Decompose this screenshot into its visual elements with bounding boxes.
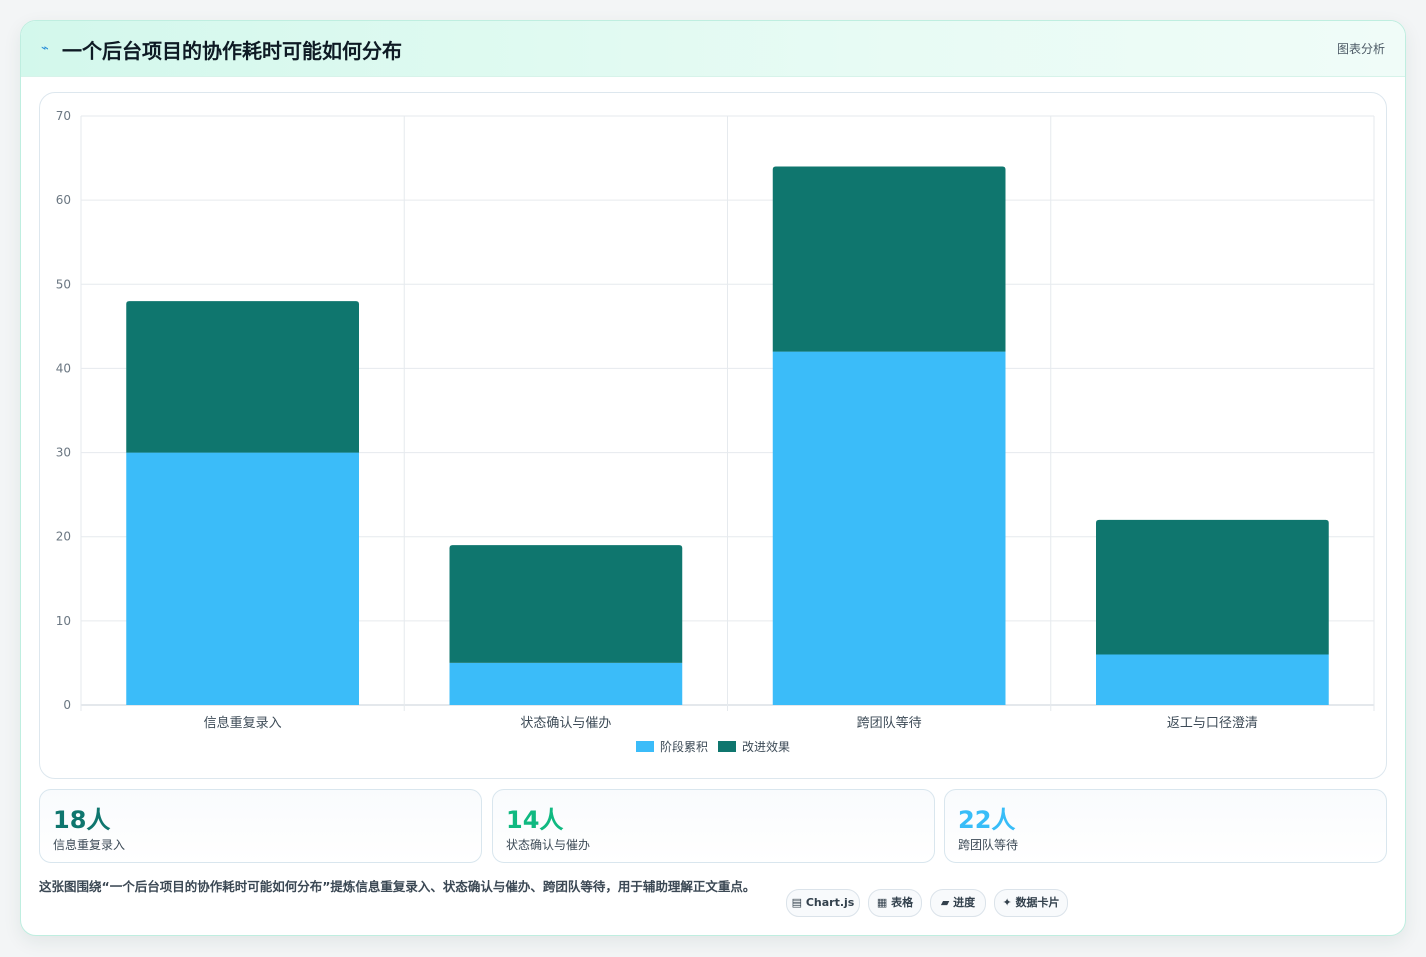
chip-chartjs[interactable]: ▤ Chart.js [786, 889, 860, 917]
legend-label: 改进效果 [742, 739, 790, 754]
bar-segment-stage [126, 452, 359, 705]
bar-segment-stage [772, 351, 1006, 705]
bar-segment-improve [126, 301, 359, 453]
legend-swatch [636, 741, 654, 752]
stat-cards: 18人 信息重复录入 14人 状态确认与催办 22人 跨团队等待 [39, 789, 1387, 863]
stat-label: 跨团队等待 [958, 838, 1019, 852]
stat-card: 14人 状态确认与催办 [492, 789, 935, 863]
stacked-bar-chart: 0 10 20 30 40 50 60 70 信息重复录入 状态确认与催办 跨团队等待 返工与口径澄清… [56, 109, 1375, 754]
legend-label: 阶段累积 [660, 739, 708, 754]
y-tick-label: 0 [63, 698, 71, 712]
card-title: 一个后台项目的协作耗时可能如何分布 [62, 39, 402, 63]
x-tick-label: 信息重复录入 [204, 715, 282, 731]
chip-data-cards[interactable]: ✦ 数据卡片 [994, 889, 1068, 917]
chip-table[interactable]: ▦ 表格 [868, 889, 922, 917]
y-tick-label: 10 [56, 614, 71, 628]
stat-value: 22人 [958, 806, 1016, 834]
x-tick-label: 状态确认与催办 [520, 716, 611, 731]
y-tick-label: 70 [56, 109, 71, 123]
bar-segment-stage [449, 662, 683, 705]
chart-panel: 0 10 20 30 40 50 60 70 信息重复录入 状态确认与催办 跨团队等待 返工与口径澄清… [39, 92, 1387, 779]
legend-swatch [718, 741, 736, 752]
stat-value: 14人 [506, 806, 564, 834]
bar-segment-improve [772, 166, 1006, 352]
stat-label: 状态确认与催办 [506, 838, 591, 852]
stat-card: 22人 跨团队等待 [944, 789, 1387, 863]
stat-value: 18人 [53, 806, 111, 834]
chart-card: ⌁ 一个后台项目的协作耗时可能如何分布 图表分析 0 10 20 30 40 50 60 70… [20, 20, 1406, 936]
x-tick-label: 返工与口径澄清 [1167, 716, 1258, 731]
stat-card: 18人 信息重复录入 [39, 789, 482, 863]
bar-segment-stage [1096, 654, 1329, 705]
y-tick-label: 30 [56, 446, 71, 460]
chip-progress[interactable]: ▰ 进度 [930, 889, 986, 917]
chart-caption: 这张图围绕“一个后台项目的协作耗时可能如何分布”提炼信息重复录入、状态确认与催办… [39, 879, 756, 894]
stat-label: 信息重复录入 [53, 838, 126, 852]
bar-segment-improve [449, 545, 683, 663]
y-tick-label: 20 [56, 530, 71, 544]
bar-segment-improve [1096, 519, 1329, 655]
y-tick-label: 50 [56, 277, 71, 291]
y-tick-label: 40 [56, 361, 71, 375]
card-tag: 图表分析 [1336, 42, 1385, 56]
x-tick-label: 跨团队等待 [857, 715, 922, 731]
y-tick-label: 60 [56, 193, 71, 207]
sparkle-icon: ⌁ [41, 41, 49, 56]
card-header: ⌁ 一个后台项目的协作耗时可能如何分布 图表分析 [21, 21, 1405, 77]
